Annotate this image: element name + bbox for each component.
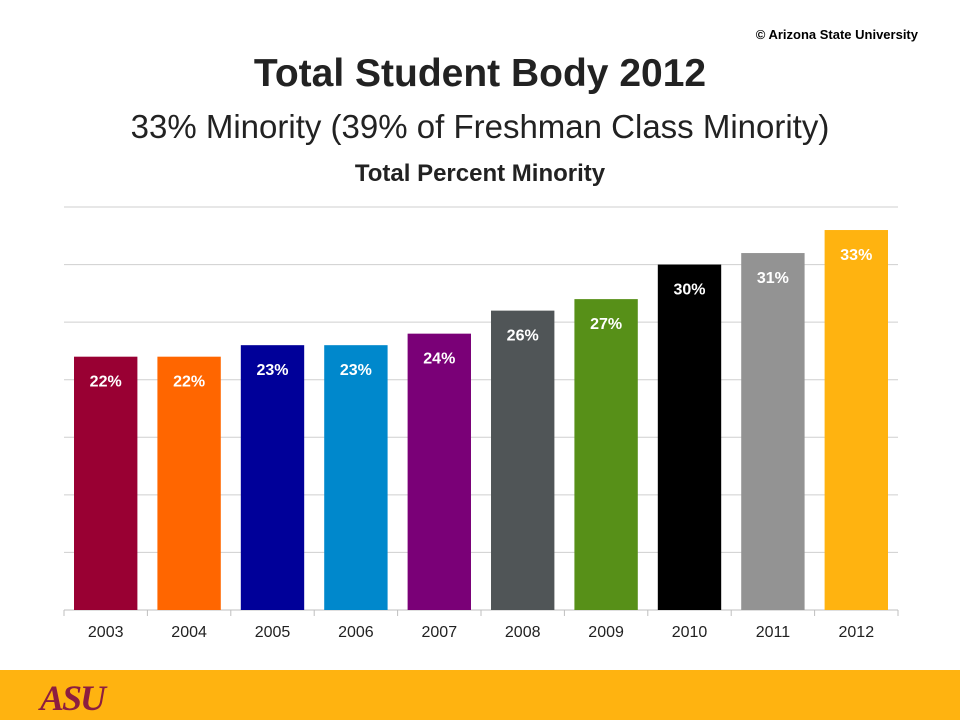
bar-2005 <box>240 345 305 610</box>
data-label-2011: 31% <box>757 270 789 287</box>
data-label-2012: 33% <box>840 247 872 264</box>
x-tick-label-2009: 2009 <box>588 624 624 641</box>
data-label-2008: 26% <box>507 328 539 345</box>
data-label-2009: 27% <box>590 316 622 333</box>
data-label-2006: 23% <box>340 362 372 379</box>
x-tick-label-2005: 2005 <box>255 624 291 641</box>
bar-2010 <box>657 264 722 610</box>
x-tick-label-2010: 2010 <box>672 624 708 641</box>
x-tick-label-2012: 2012 <box>839 624 875 641</box>
x-tick-label-2006: 2006 <box>338 624 374 641</box>
bar-2004 <box>157 356 221 610</box>
x-tick-label-2011: 2011 <box>756 624 791 641</box>
bar-2007 <box>407 333 471 610</box>
data-label-2004: 22% <box>173 374 205 391</box>
bar-chart: 22% 2003 22% 2004 23% 2005 23% 2006 24% 2007 26% 20… <box>63 206 899 641</box>
slide-title: Total Student Body 2012 <box>253 52 707 95</box>
x-tick-label-2004: 2004 <box>171 624 207 641</box>
bar-2008 <box>491 310 555 610</box>
data-label-2010: 30% <box>673 282 705 299</box>
chart-title: Total Percent Minority <box>354 160 606 187</box>
asu-logo: ASU <box>40 678 106 718</box>
bar-2009 <box>574 299 638 610</box>
bar-2006 <box>324 345 388 610</box>
footer-bar: ASU <box>0 670 960 720</box>
slide-subtitle: 33% Minority (39% of Freshman Class Mino… <box>130 108 830 145</box>
bar-2003 <box>74 356 138 610</box>
x-tick-label-2008: 2008 <box>505 624 541 641</box>
data-label-2007: 24% <box>423 351 455 368</box>
bar-2012 <box>824 230 888 610</box>
bar-2011 <box>741 253 805 611</box>
x-tick-label-2003: 2003 <box>88 624 124 641</box>
data-label-2003: 22% <box>90 374 122 391</box>
data-label-2005: 23% <box>256 362 288 379</box>
x-tick-label-2007: 2007 <box>422 624 458 641</box>
copyright-notice: © Arizona State University <box>755 27 918 42</box>
